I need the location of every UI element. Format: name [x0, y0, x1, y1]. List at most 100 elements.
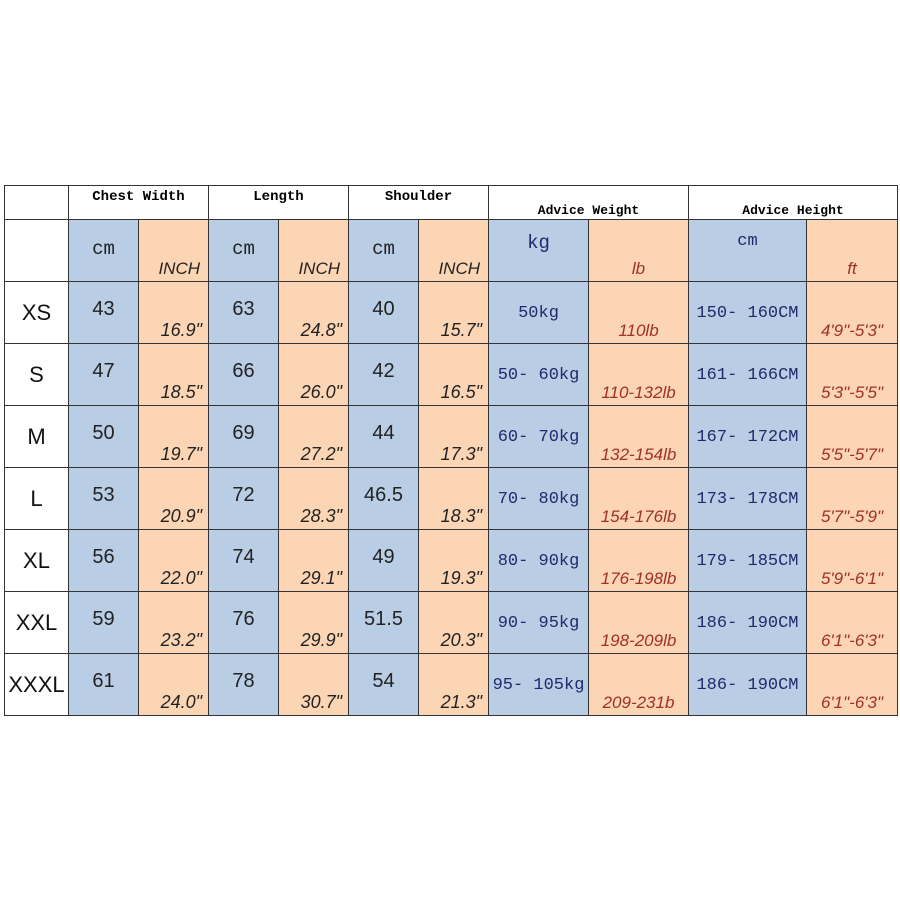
- cell-chest-cm: 53: [68, 467, 139, 530]
- table-row-xs: XS 43 16.9" 63 24.8" 40 15.7" 50kg 110lb 150- 160…: [4, 281, 898, 344]
- kg-value: 90- 95kg: [497, 614, 580, 633]
- cell-length-cm: 76: [208, 591, 279, 654]
- cell-height-cm: 186- 190CM: [688, 591, 807, 654]
- chest-in-value: 23.2": [160, 630, 202, 650]
- table-row-xl: XL 56 22.0" 74 29.1" 49 19.3" 80- 90kg 176-198lb…: [4, 529, 898, 592]
- cell-size: XL: [4, 529, 69, 592]
- length-cm-value: 66: [232, 360, 255, 382]
- height-cm-value: 150- 160CM: [696, 304, 799, 323]
- unit-inch: INCH: [158, 259, 200, 278]
- cell-size: XXL: [4, 591, 69, 654]
- cell-size: XXXL: [4, 653, 69, 716]
- cell-chest-cm: 47: [68, 343, 139, 406]
- shoulder-cm-value: 46.5: [364, 484, 403, 506]
- kg-value: 80- 90kg: [497, 552, 580, 571]
- cell-chest-cm: 56: [68, 529, 139, 592]
- shoulder-cm-value: 44: [372, 422, 395, 444]
- cell-kg: 95- 105kg: [488, 653, 589, 716]
- cell-chest-in: 22.0": [138, 529, 209, 592]
- cell-shoulder-in: 17.3": [418, 405, 489, 468]
- cell-length-cm: 66: [208, 343, 279, 406]
- cell-length-in: 29.9": [278, 591, 349, 654]
- cell-lb: 110-132lb: [588, 343, 689, 406]
- ft-value: 5'7"-5'9": [820, 507, 884, 526]
- shoulder-in-value: 17.3": [440, 444, 482, 464]
- unit-height-cm: cm: [737, 232, 758, 251]
- length-in-value: 27.2": [300, 444, 342, 464]
- ft-value: 6'1"-6'3": [820, 693, 884, 712]
- cell-size: M: [4, 405, 69, 468]
- unit-cm: cm: [92, 238, 115, 260]
- table-row-l: L 53 20.9" 72 28.3" 46.5 18.3" 70- 80kg 154-176l…: [4, 467, 898, 530]
- cell-height-cm: 167- 172CM: [688, 405, 807, 468]
- shoulder-cm-value: 40: [372, 298, 395, 320]
- table-row-xxl: XXL 59 23.2" 76 29.9" 51.5 20.3" 90- 95kg 198-20…: [4, 591, 898, 654]
- cell-ft: 6'1"-6'3": [806, 591, 898, 654]
- header-length: Length: [208, 185, 349, 220]
- table-row-xxxl: XXXL 61 24.0" 78 30.7" 54 21.3" 95- 105kg 209-23…: [4, 653, 898, 716]
- table-row-s: S 47 18.5" 66 26.0" 42 16.5" 50- 60kg 110-132lb 1…: [4, 343, 898, 406]
- cell-shoulder-in: 16.5": [418, 343, 489, 406]
- unit-lb: lb: [631, 259, 646, 278]
- chest-in-value: 20.9": [160, 506, 202, 526]
- length-in-value: 29.9": [300, 630, 342, 650]
- unit-cm: cm: [232, 238, 255, 260]
- lb-value: 198-209lb: [600, 631, 677, 650]
- length-cm-value: 72: [232, 484, 255, 506]
- cell-shoulder-cm: 40: [348, 281, 419, 344]
- length-cm-value: 69: [232, 422, 255, 444]
- kg-value: 70- 80kg: [497, 490, 580, 509]
- unit-corner: [4, 219, 69, 282]
- cell-length-in: 30.7": [278, 653, 349, 716]
- cell-shoulder-in: 21.3": [418, 653, 489, 716]
- cell-kg: 90- 95kg: [488, 591, 589, 654]
- chest-cm-value: 43: [92, 298, 115, 320]
- cell-shoulder-cm: 42: [348, 343, 419, 406]
- header-row: Chest Width Length Shoulder Advice Weigh…: [4, 185, 898, 220]
- cell-kg: 70- 80kg: [488, 467, 589, 530]
- cell-ft: 5'3"-5'5": [806, 343, 898, 406]
- lb-value: 176-198lb: [600, 569, 677, 588]
- height-cm-value: 167- 172CM: [696, 428, 799, 447]
- cell-shoulder-cm: 46.5: [348, 467, 419, 530]
- cell-lb: 110lb: [588, 281, 689, 344]
- length-in-value: 29.1": [300, 568, 342, 588]
- cell-size: XS: [4, 281, 69, 344]
- chest-cm-value: 61: [92, 670, 115, 692]
- cell-shoulder-in: 19.3": [418, 529, 489, 592]
- cell-height-cm: 150- 160CM: [688, 281, 807, 344]
- cell-lb: 198-209lb: [588, 591, 689, 654]
- ft-value: 5'9"-6'1": [820, 569, 884, 588]
- height-cm-value: 173- 178CM: [696, 490, 799, 509]
- ft-value: 5'3"-5'5": [820, 383, 884, 402]
- chest-in-value: 19.7": [160, 444, 202, 464]
- cell-length-in: 24.8": [278, 281, 349, 344]
- cell-chest-in: 20.9": [138, 467, 209, 530]
- unit-row: cm INCH cm INCH cm INCH kg lb cm ft: [4, 219, 898, 282]
- unit-inch: INCH: [438, 259, 480, 278]
- header-weight: Advice Weight: [488, 185, 689, 220]
- header-chest: Chest Width: [68, 185, 209, 220]
- cell-shoulder-in: 18.3": [418, 467, 489, 530]
- lb-value: 110-132lb: [601, 383, 676, 402]
- lb-value: 132-154lb: [600, 445, 677, 464]
- shoulder-in-value: 15.7": [440, 320, 482, 340]
- cell-ft: 4'9"-5'3": [806, 281, 898, 344]
- cell-shoulder-cm: 49: [348, 529, 419, 592]
- lb-value: 154-176lb: [600, 507, 677, 526]
- cell-lb: 209-231b: [588, 653, 689, 716]
- height-cm-value: 186- 190CM: [696, 614, 799, 633]
- cell-lb: 154-176lb: [588, 467, 689, 530]
- cell-chest-cm: 61: [68, 653, 139, 716]
- chest-in-value: 22.0": [160, 568, 202, 588]
- header-shoulder: Shoulder: [348, 185, 489, 220]
- cell-kg: 60- 70kg: [488, 405, 589, 468]
- cell-chest-in: 24.0": [138, 653, 209, 716]
- cell-shoulder-cm: 54: [348, 653, 419, 716]
- shoulder-cm-value: 51.5: [364, 608, 403, 630]
- cell-length-in: 26.0": [278, 343, 349, 406]
- cell-chest-in: 23.2": [138, 591, 209, 654]
- chest-cm-value: 59: [92, 608, 115, 630]
- cell-height-cm: 186- 190CM: [688, 653, 807, 716]
- length-cm-value: 76: [232, 608, 255, 630]
